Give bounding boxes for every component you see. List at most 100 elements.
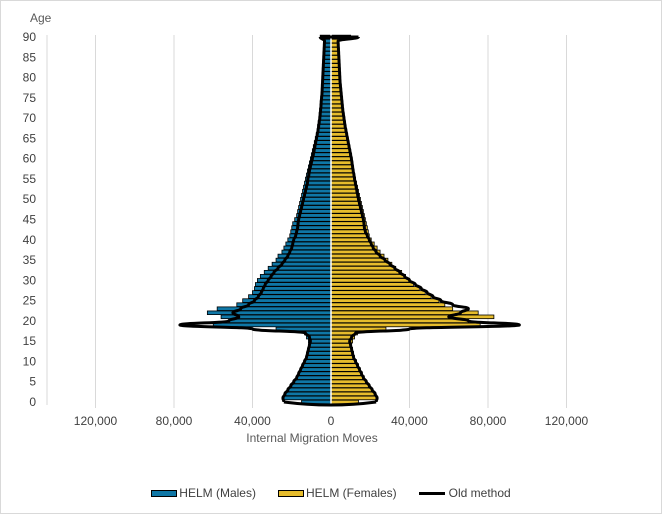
female-bar: [330, 383, 370, 389]
female-bar: [330, 253, 385, 259]
female-bar: [330, 265, 397, 271]
female-bar: [330, 217, 366, 222]
female-bar: [330, 314, 495, 320]
legend: HELM (Males) HELM (Females) Old method: [0, 486, 662, 500]
male-bar: [252, 290, 332, 295]
male-bar: [296, 375, 332, 380]
female-bar: [330, 168, 354, 174]
female-bar: [330, 278, 410, 283]
female-bar: [330, 229, 369, 234]
female-bar: [330, 306, 454, 311]
female-bar: [330, 391, 375, 397]
female-bar: [330, 176, 356, 182]
female-bar: [330, 379, 367, 384]
female-bar: [330, 209, 364, 214]
y-tick-label: 50: [23, 192, 37, 206]
male-bar: [298, 205, 332, 210]
female-bar: [330, 375, 365, 380]
female-bar: [330, 249, 381, 255]
female-bar: [330, 257, 389, 263]
female-bar: [330, 148, 350, 153]
male-bar: [297, 209, 332, 214]
female-bar: [330, 241, 375, 247]
gridlines: [95, 35, 567, 408]
x-tick-label: 120,000: [545, 414, 589, 428]
x-tick-label: 80,000: [156, 414, 193, 428]
female-bar: [330, 152, 351, 157]
females-swatch-icon: [277, 489, 304, 497]
x-tick-label: 40,000: [391, 414, 428, 428]
old-method-females-line: [336, 35, 521, 403]
y-tick-label: 55: [23, 172, 37, 186]
y-axis-ticks: 0 5 10 15 20 25 30 35 40 45 50 55 60 65 70 75 80 85 90: [23, 30, 48, 409]
female-bar: [330, 172, 355, 178]
male-bar: [308, 347, 332, 352]
x-axis-ticks: 120,000 80,000 40,000 0 40,000 80,000 120,000: [74, 414, 589, 428]
y-tick-label: 15: [23, 334, 37, 348]
female-bar: [330, 99, 342, 105]
male-bar: [300, 367, 332, 372]
male-bar: [294, 379, 332, 384]
legend-item-males: HELM (Males): [151, 486, 256, 500]
female-bar: [330, 213, 365, 218]
male-bar: [283, 395, 332, 401]
old-method-line: [178, 35, 521, 407]
y-tick-label: 45: [23, 213, 37, 227]
male-bar: [296, 213, 332, 218]
female-bar: [330, 123, 345, 129]
x-tick-label: 80,000: [470, 414, 507, 428]
female-bar: [330, 164, 353, 170]
y-tick-label: 30: [23, 273, 37, 287]
female-bar: [330, 103, 343, 109]
male-bar: [302, 363, 332, 368]
y-tick-label: 0: [29, 395, 36, 409]
legend-label-old-method: Old method: [448, 486, 511, 500]
male-bar: [306, 355, 332, 360]
female-bar: [330, 192, 360, 198]
y-tick-label: 65: [23, 131, 37, 145]
male-bar: [285, 391, 332, 397]
female-bar: [330, 180, 357, 186]
male-bar: [287, 387, 332, 393]
female-bar: [330, 302, 446, 307]
female-bar: [330, 261, 393, 267]
y-tick-label: 10: [23, 354, 37, 368]
male-bar: [309, 342, 332, 348]
female-bar: [330, 221, 367, 226]
female-bar: [330, 269, 403, 275]
female-bar: [330, 274, 406, 279]
y-tick-label: 70: [23, 111, 37, 125]
y-tick-label: 90: [23, 30, 37, 44]
female-bar: [330, 111, 344, 117]
female-bar: [330, 282, 414, 287]
female-bar: [330, 245, 378, 251]
male-bar: [304, 359, 332, 364]
female-bar: [330, 128, 346, 133]
legend-item-females: HELM (Females): [277, 486, 397, 500]
female-bar: [330, 95, 342, 101]
female-bar: [330, 395, 377, 401]
x-tick-label: 0: [328, 414, 335, 428]
y-tick-label: 85: [23, 50, 37, 64]
female-bar: [330, 115, 344, 121]
female-bar: [330, 160, 353, 165]
female-bar: [330, 367, 361, 372]
legend-item-old-method: Old method: [418, 486, 511, 500]
male-bar: [307, 351, 332, 356]
x-tick-label: 40,000: [234, 414, 271, 428]
female-bar: [330, 233, 370, 238]
female-bar: [330, 91, 342, 97]
male-bar: [291, 383, 332, 389]
female-bar: [330, 318, 469, 324]
female-bar: [330, 201, 362, 206]
x-axis-title: Internal Migration Moves: [246, 431, 377, 445]
female-bar: [330, 355, 355, 360]
female-bar: [330, 363, 359, 368]
y-tick-label: 75: [23, 91, 37, 105]
y-tick-label: 35: [23, 253, 37, 267]
female-bar: [330, 351, 354, 356]
y-tick-label: 25: [23, 294, 37, 308]
y-tick-label: 60: [23, 152, 37, 166]
y-tick-label: 40: [23, 233, 37, 247]
